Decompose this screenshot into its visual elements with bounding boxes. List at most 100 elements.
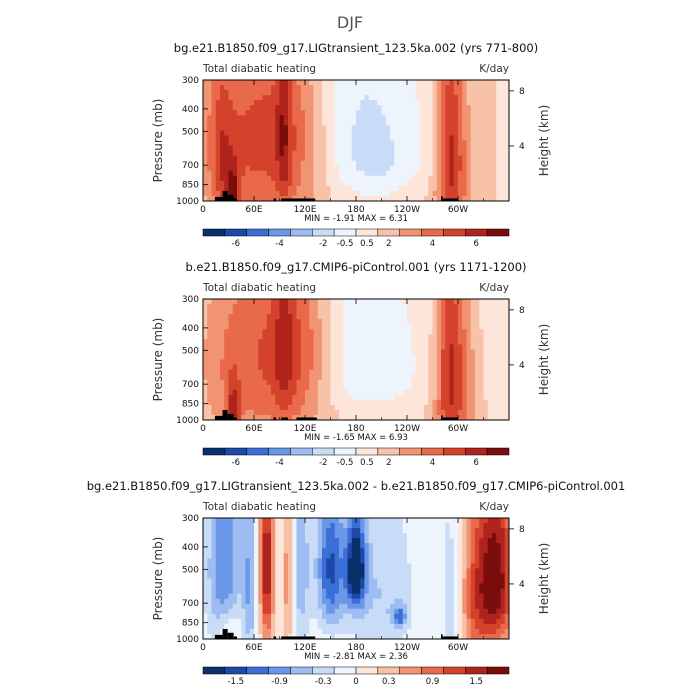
heatmap-cell — [245, 404, 251, 411]
heatmap-cell — [364, 603, 370, 610]
heatmap-cell — [500, 95, 506, 101]
y-axis-label: Pressure (mb) — [151, 99, 165, 183]
heatmap-cell — [288, 563, 293, 570]
heatmap-cell — [479, 364, 485, 371]
heatmap-cell — [492, 399, 497, 406]
heatmap-cell — [500, 135, 506, 142]
heatmap-cell — [207, 105, 213, 111]
heatmap-cell — [207, 80, 213, 86]
heatmap-cell — [283, 170, 289, 177]
heatmap-cell — [241, 304, 247, 310]
heatmap-cell — [415, 110, 421, 116]
heatmap-cell — [347, 399, 353, 406]
heatmap-cell — [470, 379, 476, 386]
heatmap-cell — [424, 389, 429, 396]
heatmap-cell — [479, 130, 485, 137]
heatmap-cell — [407, 155, 412, 162]
heatmap-cell — [330, 568, 336, 575]
heatmap-cell — [283, 329, 289, 335]
heatmap-cell — [360, 583, 366, 590]
heatmap-cell — [364, 394, 370, 401]
heatmap-cell — [313, 369, 319, 376]
heatmap-cell — [339, 369, 344, 376]
heatmap-cell — [262, 379, 268, 386]
heatmap-cell — [334, 598, 340, 605]
heatmap-cell — [368, 523, 374, 529]
heatmap-cell — [424, 324, 429, 330]
heatmap-cell — [419, 628, 425, 635]
heatmap-cell — [300, 603, 306, 610]
heatmap-cell — [283, 299, 289, 305]
heatmap-cell — [453, 135, 459, 142]
heatmap-cell — [436, 583, 442, 590]
heatmap-cell — [249, 404, 255, 411]
heatmap-cell — [322, 558, 327, 564]
heatmap-cell — [317, 155, 323, 162]
heatmap-cell — [292, 120, 298, 126]
heatmap-cell — [343, 588, 349, 595]
heatmap-cell — [462, 354, 468, 361]
heatmap-cell — [385, 593, 391, 600]
heatmap-cell — [432, 354, 438, 361]
heatmap-cell — [309, 379, 315, 386]
heatmap-cell — [300, 623, 306, 630]
heatmap-cell — [377, 578, 383, 585]
heatmap-cell — [351, 558, 357, 564]
heatmap-cell — [211, 155, 217, 162]
heatmap-cell — [313, 130, 319, 137]
heatmap-cell — [245, 329, 251, 335]
heatmap-cell — [296, 618, 302, 625]
heatmap-cell — [373, 618, 378, 625]
heatmap-cell — [330, 130, 336, 137]
heatmap-cell — [356, 563, 361, 570]
heatmap-cell — [411, 165, 417, 172]
heatmap-cell — [351, 628, 357, 635]
heatmap-cell — [275, 633, 281, 639]
heatmap-cell — [305, 598, 310, 605]
heatmap-cell — [224, 618, 230, 625]
heatmap-cell — [504, 140, 509, 147]
heatmap-cell — [390, 95, 395, 101]
heatmap-cell — [407, 344, 412, 351]
heatmap-cell — [296, 533, 302, 539]
heatmap-cell — [470, 369, 476, 376]
heatmap-cell — [360, 339, 366, 345]
heatmap-cell — [317, 344, 323, 351]
heatmap-cell — [419, 100, 425, 106]
heatmap-cell — [390, 145, 395, 152]
heatmap-cell — [419, 543, 425, 549]
heatmap-cell — [390, 140, 395, 147]
heatmap-cell — [390, 354, 395, 361]
heatmap-cell — [224, 558, 230, 564]
heatmap-cell — [249, 155, 255, 162]
heatmap-cell — [313, 603, 319, 610]
heatmap-cell — [305, 155, 310, 162]
heatmap-cell — [296, 623, 302, 630]
heatmap-cell — [500, 150, 506, 157]
heatmap-cell — [292, 409, 298, 416]
heatmap-cell — [305, 309, 310, 315]
heatmap-cell — [466, 314, 472, 320]
heatmap-cell — [343, 573, 349, 580]
heatmap-cell — [432, 145, 438, 152]
heatmap-cell — [211, 354, 217, 361]
heatmap-cell — [224, 608, 230, 615]
heatmap-cell — [249, 523, 255, 529]
heatmap-cell — [360, 404, 366, 411]
heatmap-cell — [462, 95, 468, 101]
heatmap-cell — [428, 185, 434, 192]
heatmap-cell — [330, 334, 336, 340]
heatmap-cell — [492, 389, 497, 396]
heatmap-cell — [432, 170, 438, 177]
heatmap-cell — [334, 593, 340, 600]
heatmap-cell — [334, 339, 340, 345]
heatmap-cell — [441, 359, 446, 366]
heatmap-cell — [432, 105, 438, 111]
heatmap-cell — [207, 160, 213, 167]
heatmap-cell — [500, 80, 506, 86]
heatmap-cell — [283, 190, 289, 197]
heatmap-cell — [458, 349, 463, 356]
heatmap-cell — [296, 165, 302, 172]
heatmap-cell — [428, 593, 434, 600]
heatmap-cell — [211, 613, 217, 620]
